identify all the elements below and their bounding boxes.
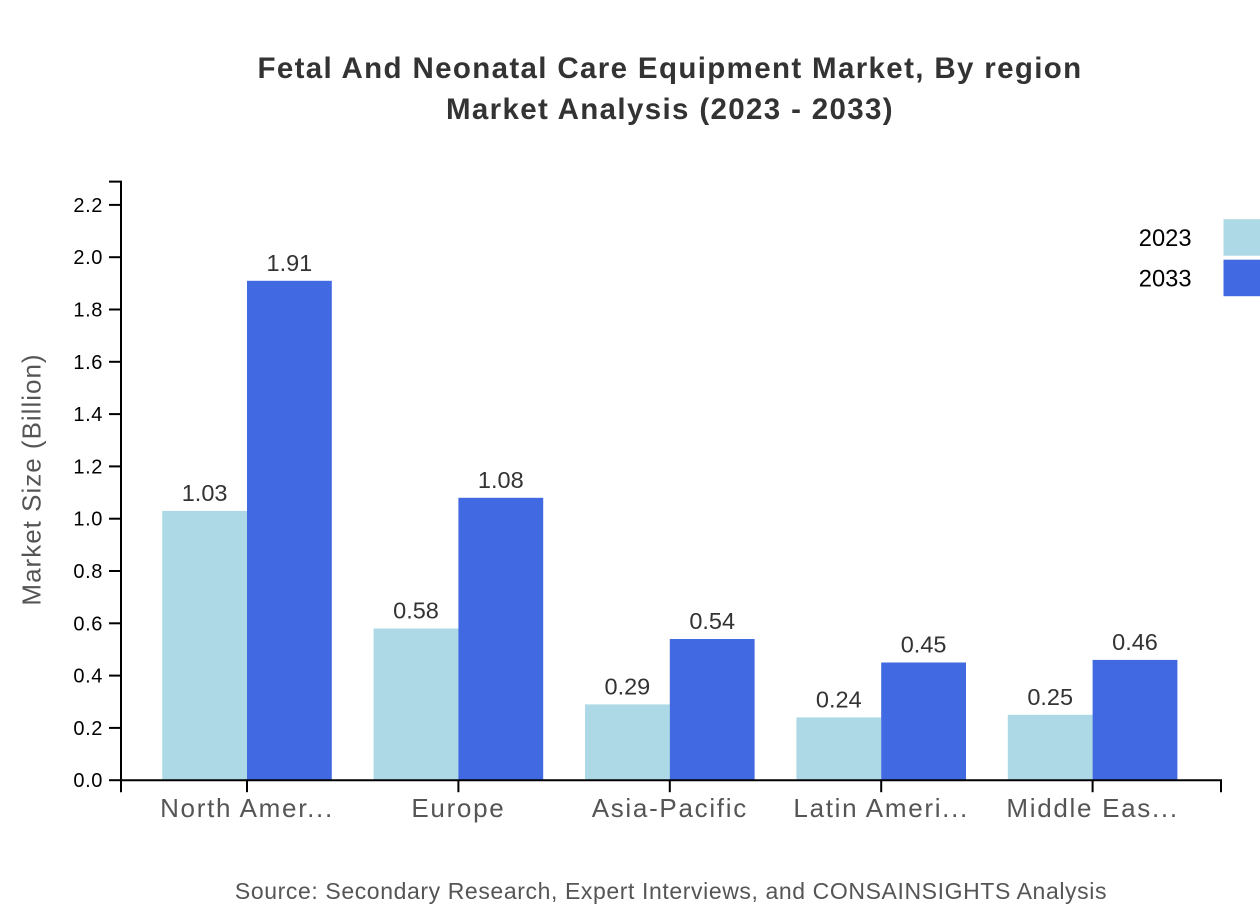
svg-text:0.4: 0.4 (73, 666, 103, 688)
svg-text:2033: 2033 (1139, 267, 1192, 293)
svg-text:1.03: 1.03 (182, 480, 228, 506)
svg-text:North Amer...: North Amer... (160, 793, 334, 823)
svg-text:0.29: 0.29 (605, 673, 651, 699)
svg-text:Market Size (Billion): Market Size (Billion) (17, 353, 47, 605)
svg-text:1.91: 1.91 (267, 250, 313, 276)
svg-text:Fetal And Neonatal Care Equipm: Fetal And Neonatal Care Equipment Market… (257, 52, 1082, 85)
svg-text:0.54: 0.54 (689, 608, 735, 634)
svg-text:0.25: 0.25 (1027, 684, 1073, 710)
svg-text:0.24: 0.24 (816, 686, 862, 712)
svg-text:1.08: 1.08 (478, 467, 524, 493)
svg-text:0.45: 0.45 (901, 632, 947, 658)
svg-text:0.2: 0.2 (73, 718, 103, 740)
svg-text:1.8: 1.8 (73, 300, 103, 322)
svg-text:1.0: 1.0 (73, 509, 103, 531)
svg-text:1.6: 1.6 (73, 352, 103, 374)
svg-text:0.8: 0.8 (73, 561, 103, 583)
svg-text:Middle Eas...: Middle Eas... (1006, 793, 1178, 823)
svg-text:Europe: Europe (411, 793, 505, 823)
svg-text:2.2: 2.2 (73, 195, 103, 217)
svg-text:2023: 2023 (1139, 226, 1192, 252)
svg-text:Source: Secondary Research, Ex: Source: Secondary Research, Expert Inter… (235, 878, 1107, 904)
svg-text:0.6: 0.6 (73, 613, 103, 635)
svg-text:1.4: 1.4 (73, 404, 103, 426)
svg-text:0.46: 0.46 (1112, 629, 1158, 655)
svg-text:1.2: 1.2 (73, 456, 103, 478)
svg-text:0.58: 0.58 (393, 598, 439, 624)
svg-text:2.0: 2.0 (73, 247, 103, 269)
svg-text:0.0: 0.0 (73, 770, 103, 792)
svg-text:Market Analysis (2023 - 2033): Market Analysis (2023 - 2033) (446, 93, 894, 126)
svg-text:Latin Ameri...: Latin Ameri... (793, 793, 969, 823)
svg-text:Asia-Pacific: Asia-Pacific (592, 793, 748, 823)
